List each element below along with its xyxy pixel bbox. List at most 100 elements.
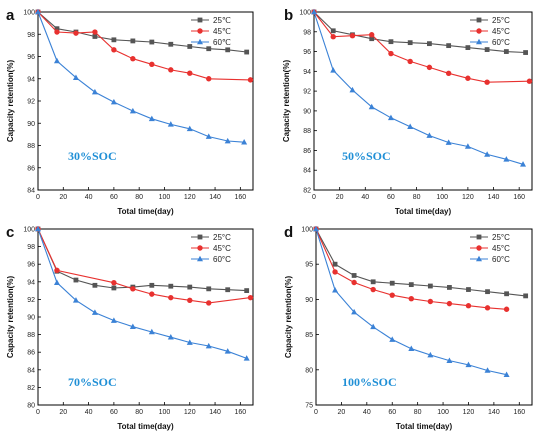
data-point [130,38,136,44]
data-point [465,45,471,50]
series-line [313,11,526,54]
data-point [408,345,415,351]
x-tick-label: 20 [59,409,67,416]
y-tick-label: 90 [305,297,313,304]
x-tick-label: 0 [36,409,40,416]
data-point [330,67,337,73]
legend-marker [476,38,482,45]
data-point [54,29,60,35]
data-point [503,306,510,312]
data-point [244,49,250,55]
soc-annotation: 70%SOC [68,375,117,389]
legend-marker [197,17,203,23]
data-point [526,78,533,84]
x-tick-label: 60 [110,194,118,201]
data-point [187,284,193,290]
x-tick-label: 120 [462,194,474,201]
data-point [149,61,155,67]
data-point [368,103,375,110]
y-tick-label: 90 [27,121,35,128]
data-point [224,348,231,354]
data-point [332,269,338,275]
data-point [408,295,414,302]
chart-panel-b: 0 20 40 60 80 100 120 140 160 82 84 86 88 90 92 94 96 98 1… [282,7,533,216]
y-tick-label: 86 [27,350,35,357]
data-point [523,50,528,55]
x-tick-label: 60 [387,194,395,201]
y-tick-label: 100 [301,227,313,234]
data-point [407,58,413,65]
legend-label: 25°C [213,233,231,242]
x-tick-label: 40 [363,409,371,416]
y-axis-label: Capacity retention(%) [284,276,293,359]
legend-marker [197,245,203,251]
data-point [247,77,254,83]
y-tick-label: 100 [23,10,35,17]
legend-label: 60°C [492,255,510,264]
x-tick-label: 0 [36,194,40,201]
x-tick-label: 160 [513,194,525,201]
x-tick-label: 120 [184,409,196,416]
y-tick-label: 98 [27,32,35,39]
y-tick-label: 88 [27,143,35,150]
y-tick-label: 82 [303,188,311,195]
legend-label: 60°C [492,38,510,47]
x-tick-label: 160 [235,409,247,416]
data-point [92,29,98,35]
data-point [503,371,510,378]
x-tick-label: 100 [436,194,448,201]
data-point [129,323,136,329]
data-point [388,50,394,57]
data-point [484,151,491,157]
data-point [426,132,433,138]
data-point [91,88,98,95]
soc-annotation: 50%SOC [342,149,391,163]
legend-marker [476,255,482,262]
data-point [504,291,509,297]
data-point [351,273,357,278]
data-point [464,143,471,149]
y-tick-label: 95 [305,262,313,269]
data-point [465,361,472,368]
series-line [315,228,526,297]
data-point [332,261,338,267]
plot-frame [313,11,533,191]
data-point [53,57,60,64]
data-point [149,39,155,45]
x-tick-label: 160 [513,409,525,416]
legend-label: 25℃ [213,16,231,25]
series-line [37,11,245,143]
data-point [110,98,117,105]
data-point [54,267,60,274]
data-point [445,70,452,77]
data-point [148,328,155,335]
data-point [205,133,212,139]
soc-annotation: 100%SOC [342,375,397,389]
x-tick-label: 80 [414,409,422,416]
data-point [389,336,396,342]
data-point [370,323,377,330]
legend-marker [476,28,482,34]
data-point [465,75,471,81]
y-tick-label: 84 [27,188,35,195]
legend-label: 45°C [213,244,231,253]
x-tick-label: 0 [314,409,318,416]
data-point [330,28,336,34]
legend-marker [197,255,203,262]
data-point [389,292,395,298]
series-line [37,228,247,359]
data-point [149,291,155,297]
data-point [388,39,394,45]
panel-label: d [284,224,293,241]
data-point [111,47,117,53]
chart-panel-c: 0 20 40 60 80 100 120 140 160 80 82 84 86 88 90 92 94 96 9… [6,224,254,431]
data-point [187,44,193,49]
series-2 [35,225,250,361]
data-point [35,8,41,15]
x-tick-label: 20 [336,194,344,201]
y-tick-label: 85 [305,332,313,339]
data-point [446,43,452,49]
data-point [54,26,60,32]
data-point [92,34,98,39]
